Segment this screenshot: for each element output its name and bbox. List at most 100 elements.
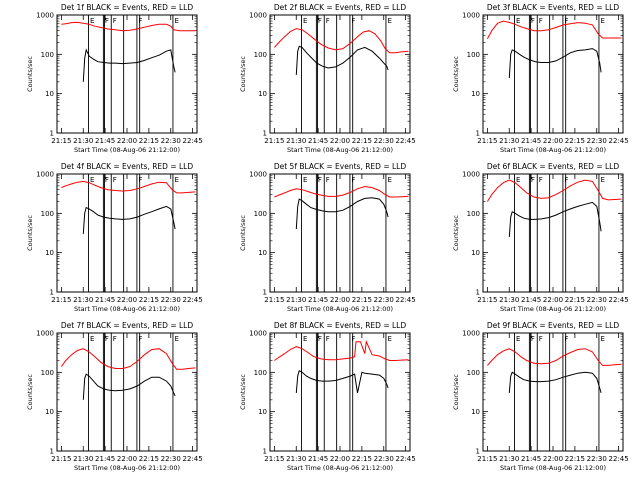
plot-frame [56, 14, 198, 134]
state-flag: E [516, 335, 520, 343]
x-tick-label: 22:15 [352, 455, 372, 463]
y-axis-label: Counts/sec [239, 215, 247, 251]
x-tick-label: 22:15 [565, 296, 585, 304]
x-axis-label: Start Time (08-Aug-06 21:12:00) [287, 305, 393, 313]
y-tick-label: 1 [50, 289, 54, 297]
x-tick-label: 22:15 [565, 455, 585, 463]
x-tick-label: 21:30 [286, 296, 306, 304]
y-tick-label: 1 [50, 130, 54, 138]
y-tick-label: 1 [263, 448, 267, 456]
state-lines [514, 333, 600, 451]
y-tick-label: 1 [263, 130, 267, 138]
x-tick-label: 22:15 [139, 296, 159, 304]
state-flag: F [138, 17, 142, 25]
x-axis-label: Start Time (08-Aug-06 21:12:00) [74, 146, 180, 154]
y-axis-label: Counts/sec [452, 215, 460, 251]
state-flag: E [303, 176, 307, 184]
state-lines [514, 15, 600, 133]
x-tick-label: 22:15 [352, 137, 372, 145]
y-tick-label: 10 [471, 90, 480, 98]
y-tick-label: 10 [45, 249, 54, 257]
state-flag: F [326, 176, 330, 184]
state-flag: E [303, 335, 307, 343]
state-flag: E [90, 335, 94, 343]
y-tick-label: 100 [41, 369, 54, 377]
state-flag: F [539, 176, 543, 184]
state-flag: F [564, 176, 568, 184]
x-tick-label: 22:15 [139, 137, 159, 145]
x-tick-label: 22:45 [183, 455, 203, 463]
plot-frame [56, 173, 198, 293]
y-tick-label: 10 [258, 249, 267, 257]
x-tick-label: 21:15 [51, 137, 71, 145]
chart-title: Det 2f BLACK = Events, RED = LLD [274, 3, 407, 12]
state-flag: F [531, 17, 535, 25]
x-tick-label: 21:45 [95, 455, 115, 463]
series-events-line [295, 369, 389, 394]
y-tick-label: 10 [471, 408, 480, 416]
state-flag: E [174, 176, 178, 184]
x-tick-label: 21:30 [73, 296, 93, 304]
series-events-line [82, 48, 176, 82]
series-events-line [295, 45, 389, 75]
state-flag: F [326, 17, 330, 25]
series-events-line [82, 373, 176, 400]
y-axis-label: Counts/sec [239, 374, 247, 410]
chart-title: Det 8f BLACK = Events, RED = LLD [274, 321, 407, 330]
y-tick-label: 1 [263, 289, 267, 297]
x-tick-label: 22:00 [117, 296, 137, 304]
state-flag: F [539, 335, 543, 343]
x-tick-label: 21:15 [477, 137, 497, 145]
x-tick-label: 22:30 [161, 455, 181, 463]
y-tick-label: 100 [254, 210, 267, 218]
y-tick-label: 100 [467, 210, 480, 218]
state-flag: E [387, 17, 391, 25]
x-axis-label: Start Time (08-Aug-06 21:12:00) [500, 464, 606, 472]
x-axis-label: Start Time (08-Aug-06 21:12:00) [500, 305, 606, 313]
state-flag: E [174, 17, 178, 25]
x-tick-label: 21:15 [264, 137, 284, 145]
series-lld-line [486, 179, 622, 202]
x-tick-label: 21:30 [499, 137, 519, 145]
x-tick-label: 21:45 [95, 137, 115, 145]
y-axis-label: Counts/sec [239, 56, 247, 92]
x-tick-label: 21:15 [51, 455, 71, 463]
x-tick-label: 22:15 [139, 455, 159, 463]
x-tick-label: 22:30 [587, 296, 607, 304]
x-axis-label: Start Time (08-Aug-06 21:12:00) [287, 146, 393, 154]
x-tick-label: 21:15 [264, 455, 284, 463]
state-flag: E [303, 17, 307, 25]
state-flag: F [351, 176, 355, 184]
series-lld-line [486, 20, 622, 39]
state-flag: F [351, 335, 355, 343]
x-tick-label: 22:30 [374, 296, 394, 304]
chart-title: Det 1f BLACK = Events, RED = LLD [61, 3, 194, 12]
y-tick-label: 10 [471, 249, 480, 257]
state-flag: F [351, 17, 355, 25]
x-tick-label: 22:45 [396, 137, 416, 145]
y-axis-label: Counts/sec [452, 374, 460, 410]
x-tick-label: 22:45 [183, 296, 203, 304]
x-tick-label: 21:45 [308, 455, 328, 463]
y-tick-label: 10 [258, 90, 267, 98]
state-flag: F [564, 17, 568, 25]
y-tick-label: 1000 [462, 12, 480, 20]
x-tick-label: 22:45 [609, 296, 629, 304]
y-tick-label: 10 [258, 408, 267, 416]
x-axis-label: Start Time (08-Aug-06 21:12:00) [500, 146, 606, 154]
x-tick-label: 22:00 [330, 137, 350, 145]
x-tick-label: 22:30 [587, 455, 607, 463]
series-lld-line [487, 348, 622, 366]
series-lld-line [274, 339, 409, 361]
x-axis-label: Start Time (08-Aug-06 21:12:00) [287, 464, 393, 472]
x-tick-label: 22:00 [330, 455, 350, 463]
y-tick-label: 1 [50, 448, 54, 456]
state-flag: F [531, 176, 535, 184]
